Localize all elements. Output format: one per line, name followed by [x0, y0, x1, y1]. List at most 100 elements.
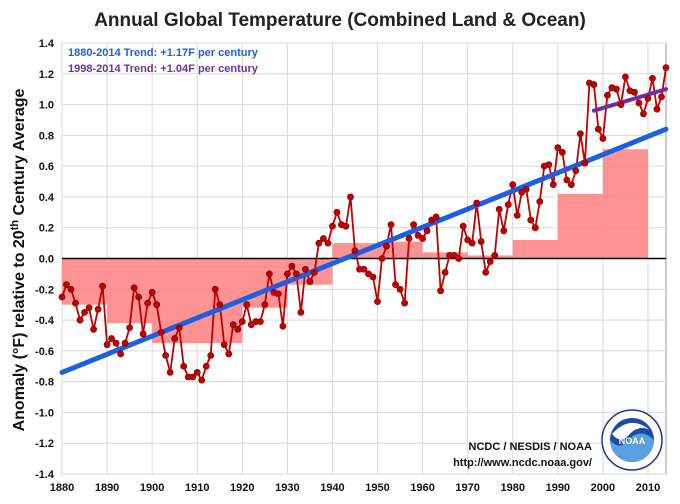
- anomaly-point-1884: [76, 316, 84, 324]
- anomaly-point-1972: [473, 199, 481, 207]
- anomaly-point-1933: [297, 308, 305, 316]
- anomaly-point-1986: [536, 198, 544, 205]
- anomaly-point-1925: [261, 301, 269, 309]
- y-tick-label: -1.4: [35, 469, 55, 481]
- anomaly-point-1988: [545, 161, 553, 169]
- anomaly-point-1897: [135, 293, 143, 301]
- decade-bar-1880: [62, 258, 108, 305]
- anomaly-point-1890: [103, 341, 111, 349]
- anomaly-point-1953: [387, 221, 395, 229]
- anomaly-point-1921: [243, 301, 251, 309]
- anomaly-point-1883: [72, 299, 79, 307]
- x-tick-label: 1890: [95, 482, 119, 494]
- x-tick-label: 1880: [50, 482, 74, 494]
- anomaly-point-1957: [405, 235, 413, 242]
- anomaly-point-2007: [631, 88, 638, 96]
- y-tick-label: -0.4: [35, 315, 55, 327]
- x-tick-label: 1930: [275, 482, 299, 494]
- anomaly-point-1898: [139, 330, 147, 338]
- anomaly-point-1932: [292, 270, 300, 278]
- annual-anomaly-points: [58, 64, 670, 384]
- anomaly-point-1917: [225, 350, 233, 358]
- x-tick-label: 1900: [140, 482, 164, 494]
- y-tick-label: 1.2: [39, 69, 54, 81]
- anomaly-point-1993: [567, 181, 575, 189]
- anomaly-point-2003: [613, 85, 620, 93]
- anomaly-point-1885: [81, 308, 88, 316]
- anomaly-point-1903: [162, 352, 170, 359]
- anomaly-point-1907: [180, 362, 188, 370]
- anomaly-point-1999: [594, 125, 602, 133]
- anomaly-point-1902: [157, 328, 165, 336]
- x-tick-label: 1910: [185, 482, 209, 494]
- anomaly-point-1996: [581, 159, 589, 167]
- anomaly-point-1991: [558, 148, 566, 156]
- source-credit: NCDC / NESDIS / NOAA: [469, 441, 593, 453]
- anomaly-point-1900: [148, 288, 156, 296]
- anomaly-point-1978: [500, 227, 508, 235]
- anomaly-point-1880: [58, 293, 66, 301]
- decade-bar-1960: [422, 252, 468, 259]
- anomaly-point-1892: [112, 339, 120, 347]
- anomaly-point-2001: [604, 91, 611, 99]
- y-axis-ticks: 1.4 1.2 1.0 0.8 0.6 0.4 0.2 0.0 -0.2 -0.4 -0.6 -0.8…: [35, 38, 55, 481]
- anomaly-point-1956: [401, 299, 408, 307]
- source-url[interactable]: http://www.ncdc.noaa.gov/: [453, 457, 592, 469]
- anomaly-point-2013: [658, 93, 665, 101]
- anomaly-point-2008: [635, 99, 643, 107]
- y-tick-label: 0.4: [39, 192, 55, 204]
- anomaly-point-1913: [207, 352, 215, 359]
- anomaly-point-1888: [94, 305, 102, 313]
- y-tick-label: 0.6: [39, 161, 54, 173]
- anomaly-point-1887: [90, 325, 97, 333]
- anomaly-point-1989: [549, 181, 557, 189]
- x-tick-label: 1960: [410, 482, 434, 494]
- y-tick-label: -0.8: [35, 377, 54, 389]
- x-tick-label: 2000: [591, 482, 615, 494]
- anomaly-point-1994: [572, 167, 580, 175]
- y-tick-label: -1.0: [35, 407, 54, 419]
- y-tick-label: 0.2: [39, 223, 54, 235]
- anomaly-point-1905: [171, 335, 179, 342]
- anomaly-point-1943: [342, 222, 350, 230]
- anomaly-point-1990: [554, 144, 562, 152]
- noaa-logo: NOAA: [601, 409, 663, 471]
- anomaly-point-2009: [640, 110, 647, 118]
- y-axis-label: Anomaly (°F) relative to 20th Century Av…: [9, 88, 28, 431]
- anomaly-point-1935: [306, 278, 314, 285]
- decade-bar-1970: [467, 255, 513, 259]
- y-tick-label: -0.6: [35, 346, 54, 358]
- anomaly-point-1960: [419, 235, 426, 242]
- anomaly-point-1926: [265, 270, 273, 278]
- anomaly-point-1936: [311, 268, 318, 276]
- y-tick-label: 1.4: [39, 38, 55, 50]
- anomaly-point-1984: [527, 216, 535, 224]
- anomaly-point-2005: [622, 73, 629, 81]
- anomaly-point-1893: [117, 350, 124, 358]
- anomaly-point-2004: [617, 101, 625, 108]
- anomaly-point-1979: [504, 201, 512, 209]
- legend-trend-recent: 1998-2014 Trend: +1.04F per century: [68, 63, 259, 75]
- anomaly-point-1951: [378, 255, 386, 262]
- anomaly-point-1894: [121, 339, 129, 347]
- anomaly-point-1928: [274, 290, 282, 298]
- y-tick-label: 0.0: [39, 254, 54, 266]
- anomaly-point-1975: [486, 258, 494, 265]
- anomaly-point-2010: [644, 95, 652, 102]
- x-tick-label: 1980: [501, 482, 525, 494]
- y-tick-label: 0.8: [39, 130, 54, 142]
- x-tick-label: 1970: [455, 482, 479, 494]
- anomaly-point-1899: [144, 299, 152, 307]
- anomaly-point-1906: [175, 324, 183, 332]
- anomaly-point-1952: [383, 242, 390, 250]
- anomaly-point-1973: [477, 238, 485, 245]
- anomaly-point-1930: [283, 270, 291, 278]
- anomaly-point-1944: [347, 193, 354, 201]
- x-tick-label: 1990: [546, 482, 570, 494]
- anomaly-point-1949: [369, 273, 377, 281]
- anomaly-point-1914: [211, 285, 219, 293]
- anomaly-point-1938: [320, 235, 327, 242]
- anomaly-point-2000: [599, 135, 607, 142]
- anomaly-point-1941: [333, 208, 341, 216]
